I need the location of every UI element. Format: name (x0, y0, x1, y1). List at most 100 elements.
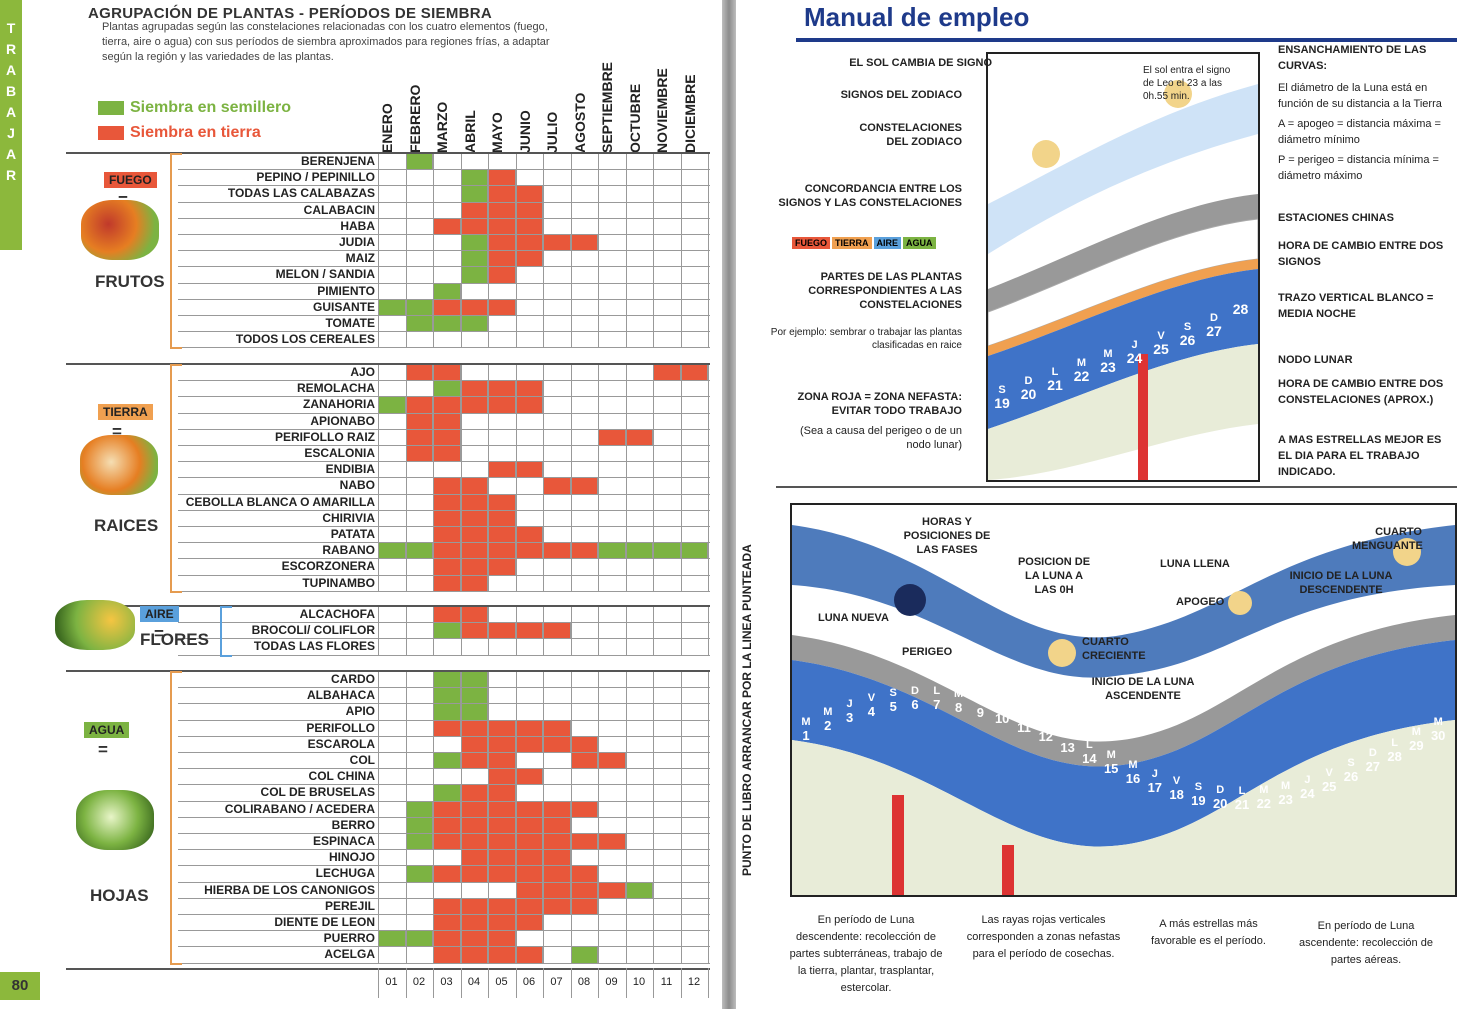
number-column-rule (405, 968, 407, 998)
plant-label: HABA (340, 218, 375, 233)
ann-curve-widening: ENSANCHAMIENTO DE LAS CURVAS: (1278, 44, 1427, 72)
group-bracket (170, 364, 182, 593)
top-calendar-day: M 22 (1070, 357, 1094, 383)
calendar-day: M 15 (1101, 749, 1121, 775)
caption-descending: En período de Luna descendente: recolecc… (789, 914, 943, 994)
top-calendar-day: S 19 (990, 384, 1014, 410)
plant-label: COL CHINA (308, 769, 375, 784)
seedbed-cell (433, 785, 461, 802)
column-rule (405, 672, 407, 964)
number-column-rule (433, 968, 434, 998)
column-rule (598, 365, 599, 592)
row-rule (178, 347, 710, 349)
ann-plant-parts: PARTES DE LAS PLANTAS CORRESPONDIENTES A… (808, 271, 962, 311)
plant-label: PEPINO / PEPINILLO (256, 170, 375, 185)
day-number: 21 (1234, 796, 1250, 812)
plant-label: TODAS LAS CALABAZAS (227, 186, 375, 201)
column-rule (378, 607, 379, 656)
calendar-day: D 13 (1058, 728, 1078, 754)
seedbed-cell (378, 931, 406, 948)
seedbed-cell (433, 704, 461, 721)
group-name: RAICES (94, 516, 159, 535)
column-rule (543, 607, 544, 656)
row-rule (178, 201, 710, 203)
ground-cell (433, 866, 461, 883)
ground-cell (433, 218, 461, 235)
ann-white-line: TRAZO VERTICAL BLANCO = MEDIA NOCHE (1278, 292, 1434, 320)
ground-cell (570, 543, 598, 560)
ann-zodiac-constellations: CONSTELACIONES DEL ZODIACO (859, 122, 962, 148)
calendar-day: M 23 (1276, 780, 1296, 806)
ground-cell (405, 397, 433, 414)
top-weekday-letter: L (1051, 366, 1059, 378)
caption-stars: A más estrellas más favorable es el perí… (1151, 918, 1266, 947)
ground-cell (460, 381, 488, 398)
ground-cell (515, 769, 543, 786)
weekday-letter: M (823, 706, 833, 719)
day-number: 30 (1430, 727, 1446, 743)
top-calendar-day: M 23 (1096, 348, 1120, 374)
bottom-days-band (792, 640, 1455, 847)
ground-cell (570, 866, 598, 883)
sidebar-letter: B (5, 83, 17, 99)
legend-ground: Siembra en tierra (98, 124, 261, 142)
ground-cell (460, 543, 488, 560)
month-label: FEBRERO (406, 84, 423, 153)
bottom-calendar-sample: HORAS Y POSICIONES DE LAS FASES LUNA NUE… (790, 503, 1457, 897)
sun-band (988, 84, 1258, 254)
month-number: 01 (385, 976, 398, 988)
ground-cell (433, 429, 461, 446)
month-number: 03 (440, 976, 453, 988)
plant-label: ESCAROLA (307, 736, 375, 751)
day-number: 13 (1060, 739, 1075, 755)
ground-cell (433, 947, 461, 964)
ground-cell (433, 365, 461, 382)
group-bracket (170, 671, 182, 965)
ground-cell (460, 575, 488, 592)
calendar-day: M 22 (1254, 784, 1274, 810)
ground-cell (460, 931, 488, 948)
column-rule (598, 672, 599, 964)
weekday-letter: J (846, 697, 853, 710)
seedbed-cell (433, 283, 461, 300)
top-calendar-day: L 21 (1043, 366, 1067, 392)
plant-label: CHIRIVIA (322, 510, 375, 525)
ann-first-quarter: CUARTO CRECIENTE (1082, 636, 1146, 662)
red-stripe-1 (892, 795, 904, 895)
weekday-letter: M (975, 692, 985, 705)
seedbed-cell (378, 299, 406, 316)
element-tag: AGUA (84, 722, 130, 738)
ann-full-moon: LUNA LLENA (1160, 558, 1230, 570)
column-rule (680, 154, 682, 349)
equals-sign: = (118, 190, 128, 210)
ann-apogee-bottom: APOGEO (1176, 596, 1225, 608)
top-weekday-letter: M (1103, 348, 1113, 360)
day-number: 18 (1169, 787, 1184, 803)
column-rule (653, 154, 654, 349)
ground-cell (515, 817, 543, 834)
ground-cell (515, 915, 543, 932)
sun-icon (1032, 140, 1060, 168)
plant-label: ZANAHORIA (303, 397, 375, 412)
calendar-day: L 28 (1385, 737, 1405, 763)
calendar-day: J 10 (992, 699, 1012, 725)
sidebar-letter: R (5, 167, 17, 183)
top-weekday-letter: S (1183, 321, 1192, 333)
plant-label: PERIFOLLO (306, 720, 375, 735)
ground-cell (433, 299, 461, 316)
group-name: FLORES (140, 630, 209, 649)
month-number: 04 (467, 976, 481, 988)
page-intro: Plantas agrupadas según las constelacion… (102, 21, 550, 63)
roots-illustration-icon (80, 435, 158, 495)
month-label: AGOSTO (571, 92, 588, 153)
fruits-illustration-icon (81, 200, 159, 260)
manual-title: Manual de empleo (804, 2, 1030, 32)
ground-cell (433, 543, 461, 560)
column-rule (433, 154, 434, 349)
weekday-letter: D (911, 685, 919, 698)
ground-cell (543, 478, 571, 495)
ann-zodiac-signs: SIGNOS DEL ZODIACO (840, 89, 962, 101)
ground-cell (598, 834, 626, 851)
